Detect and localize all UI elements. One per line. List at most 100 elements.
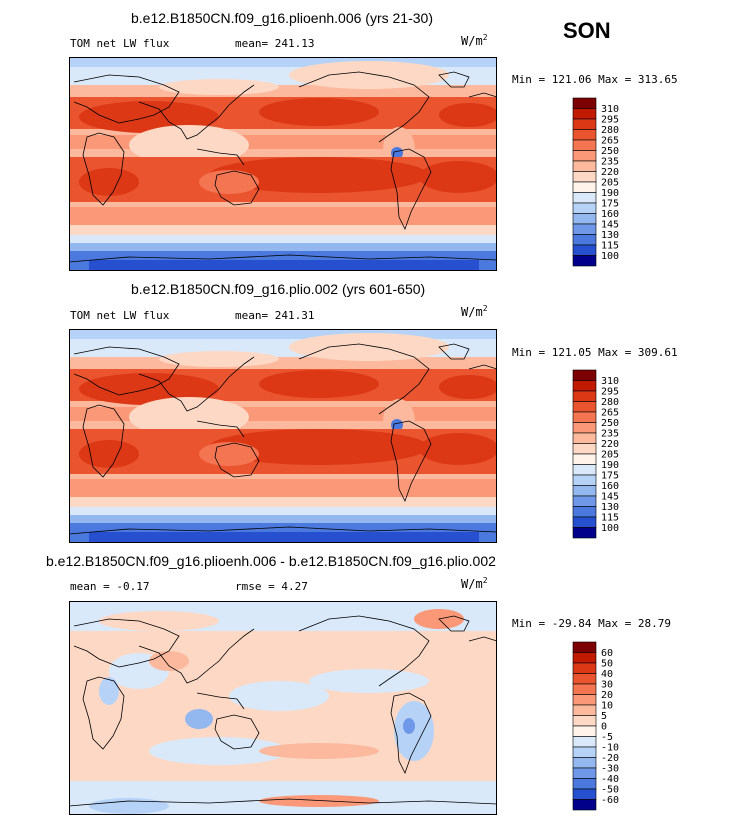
panel-3-colorbar-swatches — [572, 641, 597, 811]
panel-2-colorbar-swatches — [572, 369, 597, 539]
panel-2-colorbar: 3102952802652502352202051901751601451301… — [572, 369, 619, 539]
colorbar-label: 175 — [601, 199, 619, 210]
colorbar-swatch — [572, 223, 597, 235]
colorbar-swatch — [572, 662, 597, 674]
colorbar-swatch — [572, 129, 597, 141]
colorbar-swatch — [572, 641, 597, 653]
colorbar-label: 220 — [601, 439, 619, 450]
panel-1-title: b.e12.B1850CN.f09_g16.plioenh.006 (yrs 2… — [131, 10, 433, 26]
panel-3-minmax: Min = -29.84 Max = 28.79 — [512, 617, 671, 630]
colorbar-swatch — [572, 390, 597, 402]
colorbar-swatch — [572, 118, 597, 130]
colorbar-label: 205 — [601, 450, 619, 461]
colorbar-label: 190 — [601, 188, 619, 199]
colorbar-label: 250 — [601, 146, 619, 157]
colorbar-swatch — [572, 746, 597, 758]
colorbar-label: 220 — [601, 167, 619, 178]
colorbar-label: 100 — [601, 251, 619, 262]
colorbar-label: 130 — [601, 230, 619, 241]
colorbar-label: 5 — [601, 711, 607, 722]
colorbar-swatch — [572, 255, 597, 267]
colorbar-label: 280 — [601, 125, 619, 136]
colorbar-label: 235 — [601, 429, 619, 440]
colorbar-swatch — [572, 181, 597, 193]
colorbar-label: 115 — [601, 241, 619, 252]
colorbar-swatch — [572, 369, 597, 381]
panel-1-map — [69, 57, 497, 271]
panel-3-rmse: rmse = 4.27 — [235, 580, 308, 593]
colorbar-label: 310 — [601, 376, 619, 387]
colorbar-swatch — [572, 527, 597, 539]
colorbar-swatch — [572, 213, 597, 225]
colorbar-label: 0 — [601, 722, 607, 733]
colorbar-label: 310 — [601, 104, 619, 115]
colorbar-label: 50 — [601, 659, 613, 670]
colorbar-swatch — [572, 202, 597, 214]
colorbar-label: -50 — [601, 785, 619, 796]
colorbar-label: 235 — [601, 157, 619, 168]
colorbar-swatch — [572, 516, 597, 528]
panel-2-unit: W/m2 — [461, 304, 488, 319]
colorbar-swatch — [572, 736, 597, 748]
colorbar-swatch — [572, 192, 597, 204]
colorbar-swatch — [572, 506, 597, 518]
colorbar-label: 190 — [601, 460, 619, 471]
colorbar-swatch — [572, 683, 597, 695]
colorbar-swatch — [572, 411, 597, 423]
colorbar-swatch — [572, 788, 597, 800]
colorbar-label: -10 — [601, 743, 619, 754]
colorbar-swatch — [572, 453, 597, 465]
colorbar-label: 40 — [601, 669, 613, 680]
colorbar-label: 10 — [601, 701, 613, 712]
colorbar-swatch — [572, 725, 597, 737]
panel-1-unit: W/m2 — [461, 33, 488, 48]
season-label: SON — [563, 18, 611, 43]
colorbar-swatch — [572, 799, 597, 811]
colorbar-label: 30 — [601, 680, 613, 691]
panel-1-minmax: Min = 121.06 Max = 313.65 — [512, 73, 678, 86]
colorbar-label: -60 — [601, 795, 619, 806]
colorbar-label: 160 — [601, 481, 619, 492]
colorbar-swatch — [572, 401, 597, 413]
panel-2-title: b.e12.B1850CN.f09_g16.plio.002 (yrs 601-… — [131, 281, 426, 297]
colorbar-swatch — [572, 443, 597, 455]
colorbar-swatch — [572, 139, 597, 151]
colorbar-label: 265 — [601, 408, 619, 419]
panel-3-unit: W/m2 — [461, 576, 488, 591]
colorbar-swatch — [572, 652, 597, 664]
colorbar-swatch — [572, 380, 597, 392]
colorbar-label: 265 — [601, 136, 619, 147]
panel-1-colorbar-labels: 3102952802652502352202051901751601451301… — [601, 104, 619, 262]
colorbar-label: 175 — [601, 471, 619, 482]
panel-1-variable-label: TOM net LW flux — [70, 37, 170, 50]
colorbar-swatch — [572, 474, 597, 486]
colorbar-label: -30 — [601, 764, 619, 775]
colorbar-label: 295 — [601, 115, 619, 126]
colorbar-swatch — [572, 150, 597, 162]
panel-2-map — [69, 329, 497, 543]
colorbar-swatch — [572, 244, 597, 256]
colorbar-label: 100 — [601, 523, 619, 534]
colorbar-swatch — [572, 694, 597, 706]
colorbar-label: 145 — [601, 220, 619, 231]
colorbar-swatch — [572, 108, 597, 120]
panel-3-map — [69, 601, 497, 815]
colorbar-swatch — [572, 767, 597, 779]
colorbar-label: 115 — [601, 513, 619, 524]
panel-3-title: b.e12.B1850CN.f09_g16.plioenh.006 - b.e1… — [46, 553, 496, 569]
colorbar-label: 160 — [601, 209, 619, 220]
colorbar-label: 130 — [601, 502, 619, 513]
colorbar-swatch — [572, 485, 597, 497]
colorbar-swatch — [572, 495, 597, 507]
colorbar-swatch — [572, 422, 597, 434]
colorbar-label: -5 — [601, 732, 613, 743]
colorbar-label: -20 — [601, 753, 619, 764]
colorbar-swatch — [572, 757, 597, 769]
colorbar-swatch — [572, 160, 597, 172]
panel-1-colorbar: 3102952802652502352202051901751601451301… — [572, 97, 619, 267]
colorbar-swatch — [572, 704, 597, 716]
colorbar-label: 280 — [601, 397, 619, 408]
colorbar-label: -40 — [601, 774, 619, 785]
colorbar-swatch — [572, 432, 597, 444]
colorbar-label: 295 — [601, 387, 619, 398]
